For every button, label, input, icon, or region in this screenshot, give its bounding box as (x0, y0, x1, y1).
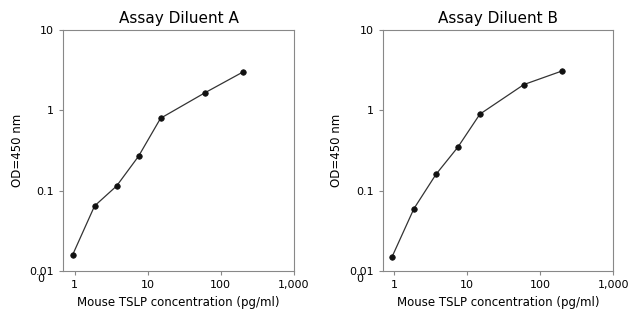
Title: Assay Diluent B: Assay Diluent B (438, 11, 558, 26)
Title: Assay Diluent A: Assay Diluent A (118, 11, 239, 26)
Y-axis label: OD=450 nm: OD=450 nm (11, 114, 24, 187)
Y-axis label: OD=450 nm: OD=450 nm (330, 114, 344, 187)
Text: 0: 0 (36, 274, 44, 284)
X-axis label: Mouse TSLP concentration (pg/ml): Mouse TSLP concentration (pg/ml) (77, 296, 280, 309)
X-axis label: Mouse TSLP concentration (pg/ml): Mouse TSLP concentration (pg/ml) (397, 296, 599, 309)
Text: 0: 0 (356, 274, 363, 284)
